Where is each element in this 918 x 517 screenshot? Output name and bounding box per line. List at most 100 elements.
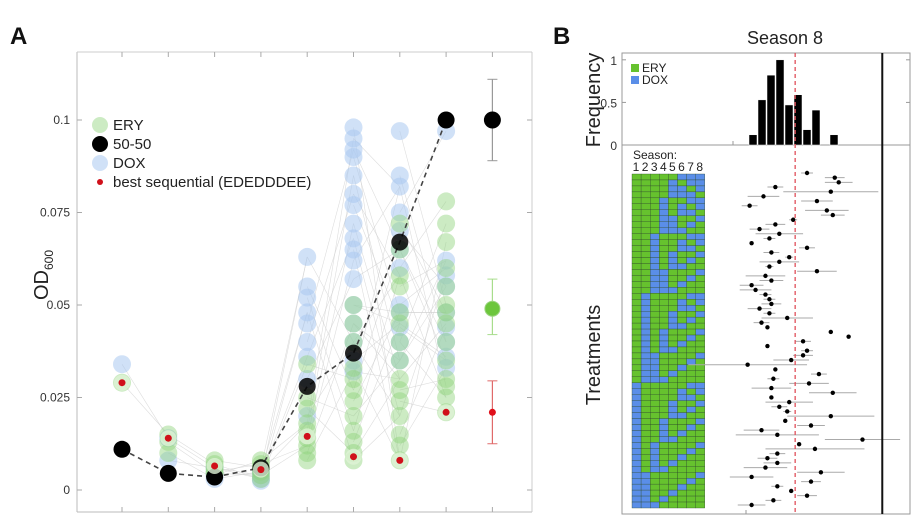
treatment-cell [677, 239, 687, 246]
treatment-cell [668, 233, 678, 240]
treatment-cell [677, 227, 687, 234]
estimate-point [769, 250, 774, 255]
treatment-cell [686, 448, 696, 455]
treatment-cell [631, 251, 642, 258]
treatment-cell [677, 406, 687, 413]
ery-point [344, 381, 363, 400]
treatment-cell [650, 460, 660, 467]
legend-ery-swatch [631, 64, 639, 72]
treatment-cell [659, 412, 669, 419]
panel-a-letter: A [10, 23, 27, 50]
treatment-cell [631, 233, 642, 240]
treatment-cell [659, 436, 669, 443]
treatment-cell [631, 179, 642, 187]
treatment-cell [640, 352, 651, 360]
treatment-cell [677, 472, 687, 479]
treatment-cell [650, 275, 660, 282]
dox-point [437, 303, 456, 322]
treatment-cell [695, 197, 705, 204]
legend-label: best sequential (EDEDDDEE) [113, 174, 311, 191]
treatment-cell [686, 316, 696, 324]
estimate-point [767, 297, 772, 302]
y-axis-label-main: OD [31, 270, 53, 300]
ery-point [344, 314, 363, 333]
treatment-cell [668, 173, 678, 181]
treatment-cell [640, 478, 651, 485]
treatment-cell [631, 358, 642, 366]
season-digit: 8 [696, 160, 703, 174]
dox-point [344, 362, 363, 381]
treatment-cell [668, 287, 678, 294]
treatment-cell [659, 489, 669, 497]
treatment-cell [650, 227, 660, 234]
treatment-cell [677, 179, 687, 187]
trajectory-line [353, 367, 401, 461]
ery-point [390, 214, 409, 233]
treatment-cell [686, 257, 696, 264]
treatment-cell [631, 424, 642, 431]
treatment-cell [659, 179, 669, 187]
treatment-cell [650, 191, 660, 199]
treatment-cell [650, 305, 660, 312]
treatment-cell [659, 430, 669, 437]
estimate-point [777, 231, 782, 236]
treatment-cell [650, 501, 660, 509]
treatment-cell [640, 227, 651, 234]
treatment-cell [677, 495, 687, 503]
treatment-cell [640, 424, 651, 431]
treatment-cell [631, 478, 642, 485]
treatment-cell [631, 203, 642, 210]
treatment-cell [695, 185, 705, 193]
treatment-cell [659, 311, 669, 318]
treatment-cell [695, 478, 705, 485]
treatment-cell [631, 466, 642, 473]
estimate-point [759, 320, 764, 325]
estimate-point [804, 245, 810, 251]
treatment-cell [695, 442, 705, 449]
treatment-cell [686, 287, 696, 294]
treatment-cell [631, 430, 642, 437]
fifty-fifty-line [121, 119, 447, 478]
treatment-cell [677, 400, 687, 407]
legend-label: 50-50 [113, 136, 151, 153]
trajectory-line [399, 275, 447, 398]
treatment-cell [677, 221, 687, 228]
treatment-cell [659, 358, 669, 366]
estimate-point [771, 498, 776, 503]
best-sequential-point [211, 462, 219, 470]
estimate-point [790, 217, 796, 222]
treatment-cell [686, 275, 696, 282]
treatment-cell [650, 495, 660, 503]
treatment-cell [695, 299, 705, 306]
treatment-cell [677, 418, 687, 425]
treatment-cell [668, 197, 678, 204]
treatment-cell [668, 340, 678, 348]
treatment-cell [659, 328, 669, 336]
estimate-point [773, 367, 778, 372]
dox-point [298, 333, 317, 351]
trajectory-line [121, 364, 169, 439]
treatment-cell [640, 269, 651, 276]
histogram-title: Season 8 [747, 28, 823, 48]
treatment-cell [640, 263, 651, 270]
ery-point [344, 407, 363, 425]
treatment-cell [640, 460, 651, 467]
summary-fifty-point [483, 111, 501, 129]
treatment-cell [650, 478, 660, 485]
estimate-point [763, 465, 768, 470]
estimate-point [775, 451, 780, 456]
ery-point [344, 432, 363, 451]
ery-point [298, 399, 317, 418]
estimate-point [789, 357, 794, 363]
treatment-cell [668, 352, 678, 360]
treatment-cell [695, 257, 705, 264]
treatment-cell [659, 275, 669, 282]
ery-point [437, 303, 456, 322]
treatment-cell [640, 454, 651, 461]
ery-point [390, 381, 409, 400]
treatment-cell [686, 460, 696, 467]
treatment-cell [640, 275, 651, 282]
treatment-cell [686, 394, 696, 401]
treatment-cell [631, 263, 642, 270]
